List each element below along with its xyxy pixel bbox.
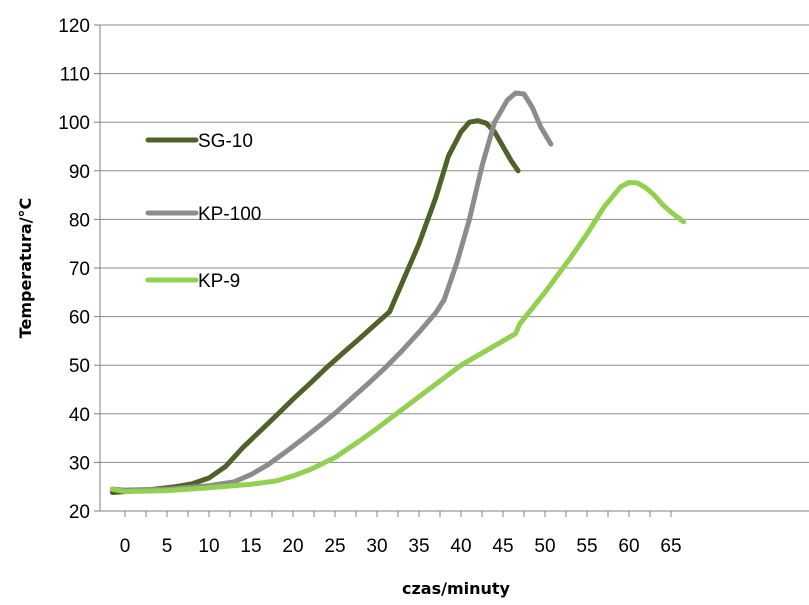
x-tick-label: 15 (240, 536, 261, 557)
y-axis-title: Temperatura/°C (16, 198, 35, 339)
x-tick-label: 50 (534, 536, 555, 557)
legend-label-kp-100: KP-100 (198, 204, 261, 225)
x-axis-title: czas/minuty (402, 579, 511, 598)
x-tick-label: 10 (198, 536, 219, 557)
y-tick-label: 60 (69, 308, 90, 329)
x-tick-label: 60 (618, 536, 639, 557)
y-tick-label: 110 (60, 65, 90, 86)
x-tick-label: 45 (492, 536, 513, 557)
x-tick-label: 35 (408, 536, 429, 557)
y-tick-label: 90 (69, 162, 90, 183)
x-tick-label: 40 (450, 536, 471, 557)
x-tick-label: 20 (282, 536, 303, 557)
legend: SG-10 KP-100 KP-9 (145, 131, 261, 292)
x-tick-label: 65 (660, 536, 681, 557)
x-tick-label: 0 (120, 536, 131, 557)
legend-label-kp-9: KP-9 (198, 271, 240, 292)
y-tick-label: 40 (69, 405, 90, 426)
series-line-sg-10 (109, 118, 521, 495)
y-tick-label: 20 (69, 502, 90, 523)
y-tick-label: 50 (69, 356, 90, 377)
y-tick-label: 100 (58, 113, 90, 134)
legend-label-sg-10: SG-10 (198, 131, 253, 152)
y-tick-label: 70 (69, 259, 90, 280)
y-tick-label: 80 (69, 210, 90, 231)
y-tick-label: 30 (69, 453, 90, 474)
x-tick-label: 30 (366, 536, 387, 557)
x-tick-label: 5 (162, 536, 173, 557)
y-tick-label: 120 (58, 16, 90, 37)
series-line-kp-100 (109, 90, 554, 493)
x-tick-label: 25 (324, 536, 345, 557)
axis-layer (94, 24, 809, 517)
series-layer (109, 90, 687, 495)
x-tick-label: 55 (576, 536, 597, 557)
grid-layer (100, 24, 809, 463)
tick-label-layer: 20 30 40 50 60 70 80 90 100 110 120 0 5 10 15 20 25 30 35 4… (58, 16, 681, 557)
series-line-kp-9 (109, 180, 687, 495)
